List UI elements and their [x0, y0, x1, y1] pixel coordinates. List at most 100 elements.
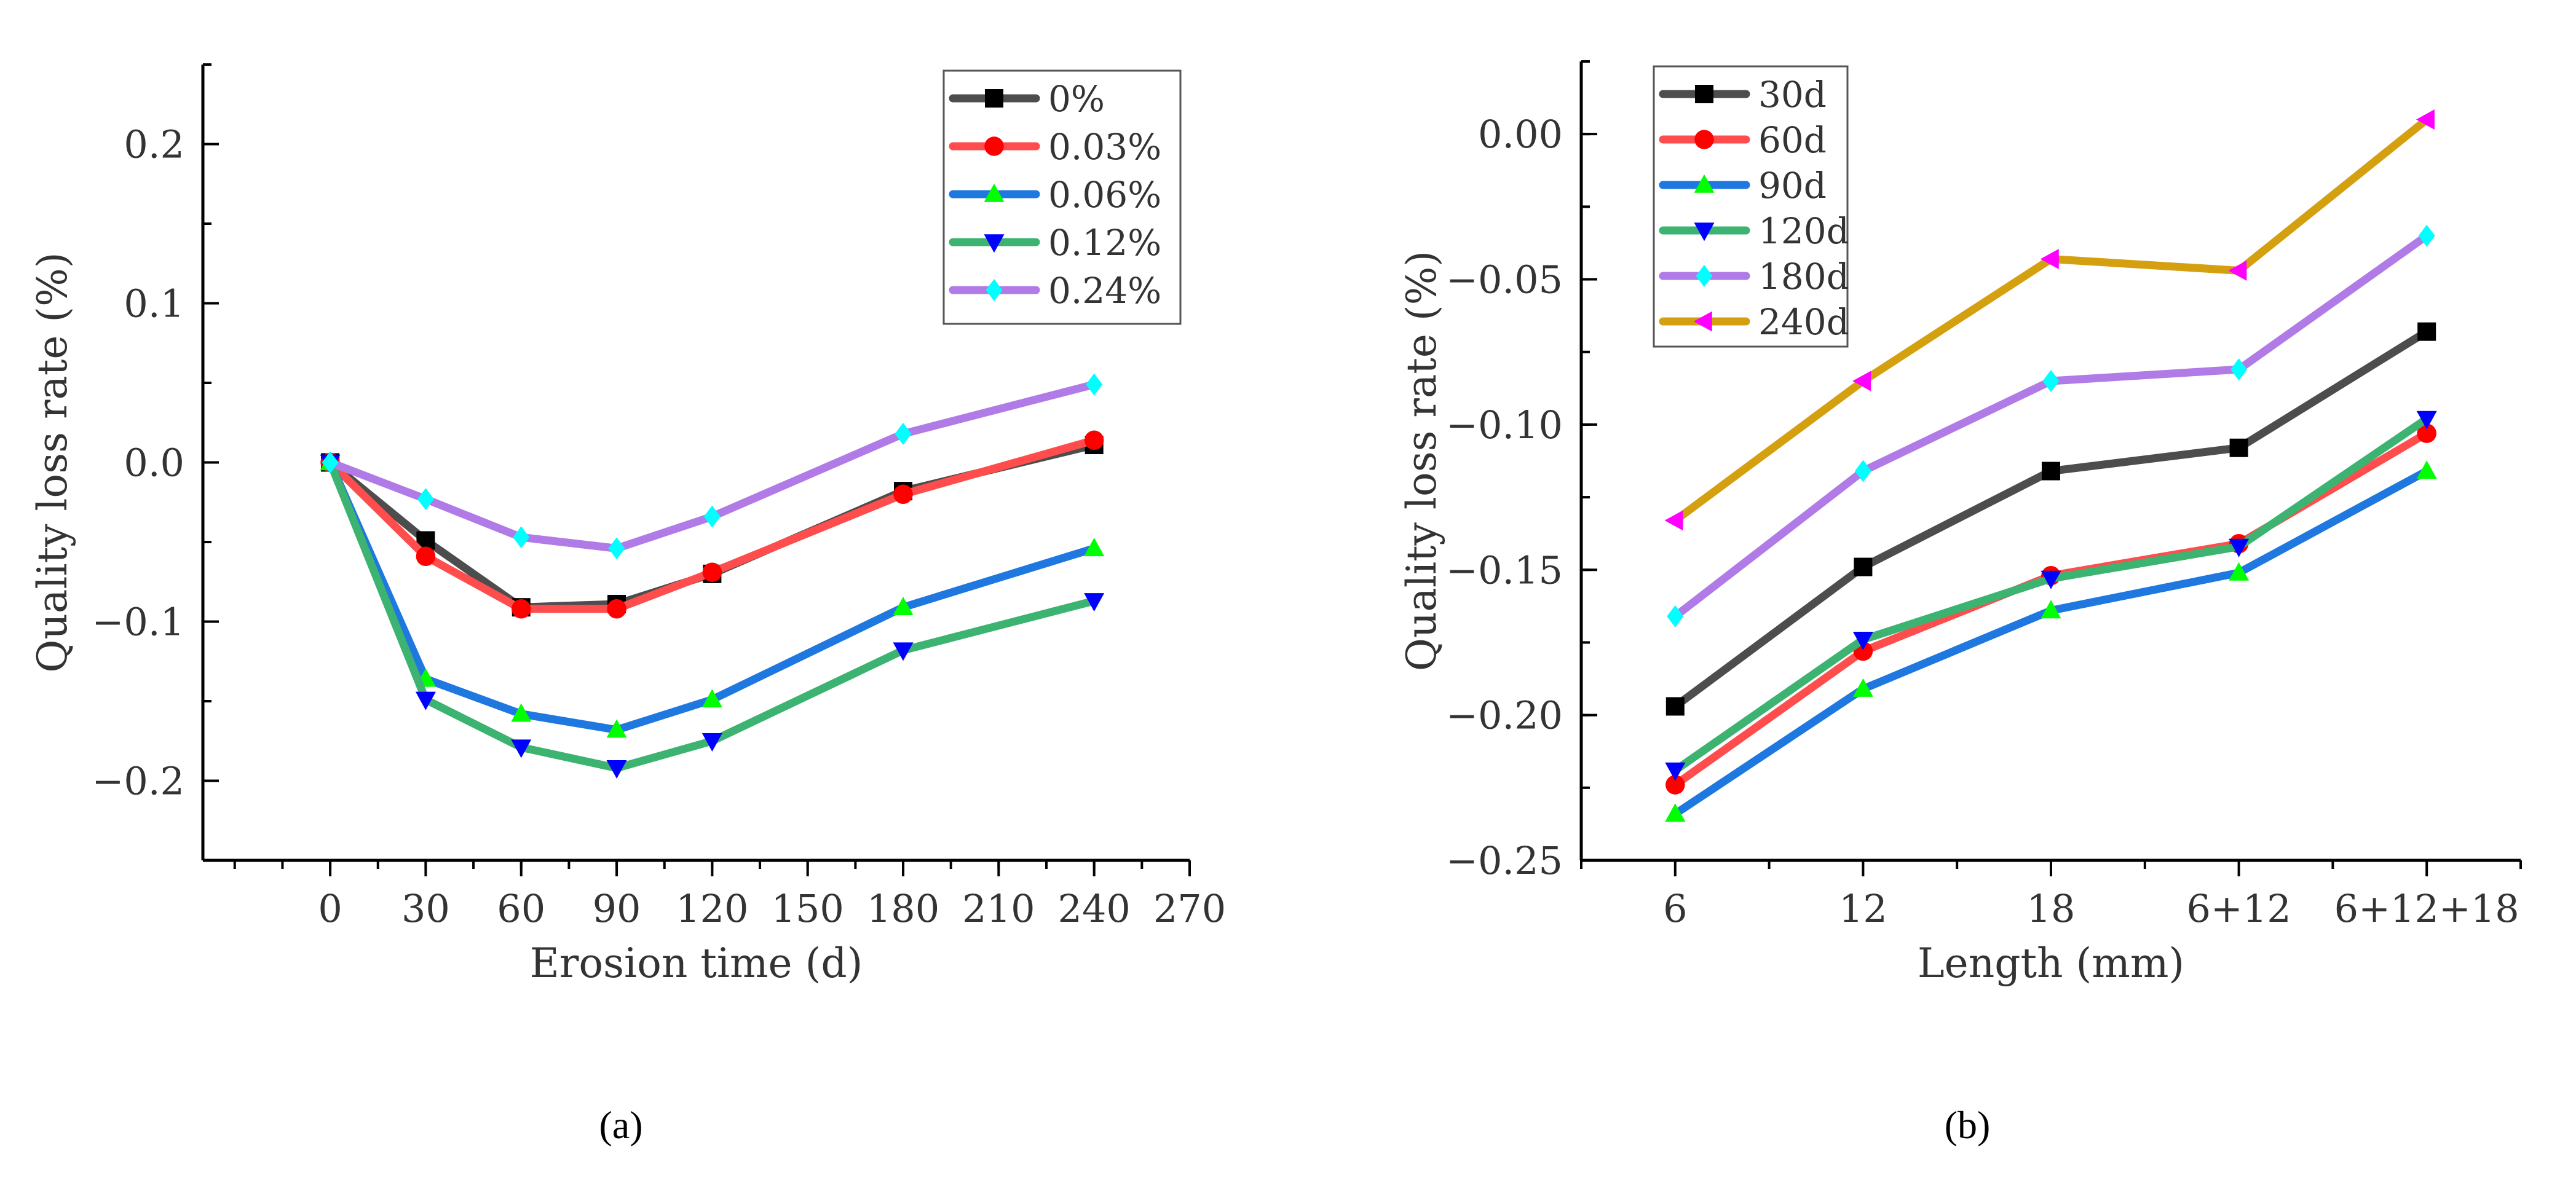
chart-a-legend-label-4: 0.24% — [1048, 270, 1161, 312]
chart-b-series-4-point-3 — [2230, 358, 2248, 381]
chart-b-legend-label-1: 60d — [1758, 119, 1827, 161]
chart-b-series-3-point-0 — [1665, 762, 1686, 781]
chart-a-series-1-point-4 — [702, 562, 722, 582]
chart-b-y-axis-title: Quality loss rate (%) — [1398, 251, 1445, 671]
chart-a-legend-marker-3 — [984, 234, 1005, 253]
chart-b-x-tick-label: 12 — [1839, 886, 1887, 931]
chart-a-legend-label-1: 0.03% — [1048, 126, 1161, 168]
chart-a-y-tick-label: 0.0 — [124, 441, 184, 485]
chart-b-x-tick-label: 6+12 — [2186, 886, 2291, 931]
chart-b-series-2-point-0 — [1665, 803, 1686, 822]
chart-a-series-1-point-2 — [511, 599, 531, 619]
chart-b-series-5-point-1 — [1852, 371, 1871, 391]
chart-b-series-2-point-4 — [2416, 460, 2437, 479]
chart-a-series-4-point-2 — [513, 526, 530, 549]
chart-b-series-0-point-1 — [1854, 557, 1873, 576]
chart-a-y-tick-label: 0.1 — [124, 281, 184, 326]
chart-b-x-axis-title: Length (mm) — [1918, 940, 2184, 987]
chart-a-series-2-point-6 — [1084, 538, 1105, 557]
chart-b-x-tick-label: 18 — [2027, 886, 2076, 931]
chart-a-y-axis-title: Quality loss rate (%) — [29, 252, 76, 672]
chart-a-legend-label-0: 0% — [1048, 78, 1105, 120]
chart-a-x-tick-label: 270 — [1153, 886, 1226, 931]
chart-b-legend-label-0: 30d — [1758, 74, 1827, 116]
chart-a-series-1-point-6 — [1084, 430, 1104, 450]
chart-b-series-3-point-4 — [2416, 411, 2437, 430]
chart-a-series-1-point-5 — [893, 484, 913, 505]
chart-b-series-0-point-0 — [1665, 697, 1685, 716]
chart-b-y-tick-label: −0.10 — [1446, 403, 1563, 447]
chart-a-series-2-point-2 — [511, 703, 532, 722]
chart-b-legend-marker-1 — [1694, 130, 1714, 149]
chart-b-series-5-point-0 — [1664, 510, 1683, 531]
chart-a-legend-marker-4 — [986, 279, 1003, 301]
chart-b-legend-marker-3 — [1694, 222, 1715, 242]
chart-b-legend-marker-5 — [1693, 311, 1712, 332]
chart-b-series-2-point-1 — [1852, 678, 1873, 697]
chart-a-series-4-point-4 — [703, 505, 721, 528]
chart-b-legend-label-4: 180d — [1758, 256, 1849, 297]
chart-b-series-1-point-4 — [2417, 423, 2436, 443]
panel-label-b: (b) — [1945, 1103, 1991, 1147]
chart-a-series-4-point-3 — [608, 537, 625, 560]
chart-a-legend-label-2: 0.06% — [1048, 174, 1161, 216]
chart-a-y-tick-label: −0.2 — [92, 759, 184, 804]
chart-b-x-tick-label: 6+12+18 — [2334, 886, 2519, 931]
chart-a-y-tick-label: −0.1 — [92, 600, 184, 645]
chart-a-series-4-point-5 — [895, 422, 912, 445]
chart-b-series-4-point-1 — [1854, 460, 1871, 482]
chart-a-x-tick-label: 60 — [497, 886, 545, 931]
chart-a-x-tick-label: 120 — [676, 886, 748, 931]
chart-a-y-tick-label: 0.2 — [124, 122, 184, 167]
chart-b-series-0-point-4 — [2417, 322, 2436, 341]
chart-a-x-tick-label: 240 — [1058, 886, 1131, 931]
chart-a-series-3-point-3 — [606, 760, 627, 779]
chart-b-series-5-point-2 — [2040, 248, 2059, 269]
chart-b-series-1-point-0 — [1665, 775, 1685, 795]
chart-a-series-3-point-4 — [701, 733, 722, 752]
chart-b-y-tick-label: −0.25 — [1446, 838, 1563, 883]
chart-a-series-4-point-6 — [1086, 373, 1103, 396]
chart-b-y-tick-label: −0.05 — [1446, 257, 1563, 302]
chart-a-series-2-point-4 — [701, 689, 722, 708]
chart-a-series-2-point-5 — [893, 596, 914, 615]
chart-a-legend-marker-2 — [984, 183, 1005, 202]
chart-b-series-4-point-0 — [1667, 605, 1684, 627]
chart-b-legend-marker-4 — [1696, 265, 1713, 287]
chart-a-x-tick-label: 0 — [318, 886, 342, 931]
chart-b-y-tick-label: −0.15 — [1446, 548, 1563, 592]
chart-a-quality-loss-vs-erosion-time: −0.2 −0.1 0.0 0.1 0.2 0 30 60 90 120 150 180 210 240 2… — [29, 63, 1226, 987]
chart-a-legend-marker-1 — [984, 136, 1004, 156]
chart-a-x-tick-label: 180 — [867, 886, 939, 931]
chart-a-series-3-point-5 — [893, 642, 914, 661]
chart-b-legend-box — [1653, 65, 1849, 348]
chart-b-series-4-point-2 — [2042, 370, 2060, 392]
chart-b-series-3-point-1 — [1852, 631, 1873, 650]
chart-b-y-tick-label: −0.20 — [1446, 693, 1563, 738]
panel-label-a: (a) — [599, 1103, 642, 1147]
chart-b-series-2-point-2 — [2041, 600, 2061, 619]
chart-a-series-4-point-0 — [322, 451, 339, 474]
chart-b-y-tick-label: 0.00 — [1478, 112, 1563, 157]
chart-a-series-3-point-2 — [511, 739, 532, 758]
chart-b-series-2-point-3 — [2229, 562, 2250, 581]
chart-a-x-axis-title: Erosion time (d) — [530, 940, 863, 987]
chart-b-series-4-point-4 — [2418, 224, 2435, 247]
chart-b-series-0-point-3 — [2229, 438, 2248, 457]
chart-b-series-0-point-2 — [2042, 462, 2060, 481]
chart-b-quality-loss-vs-length: −0.25 −0.20 −0.15 −0.10 −0.05 0.00 6 12 18 6+12 6+… — [1398, 60, 2522, 987]
chart-a-series-1-point-1 — [416, 546, 436, 567]
chart-a-series-2-point-3 — [606, 719, 627, 738]
chart-a-legend-label-3: 0.12% — [1048, 222, 1161, 264]
chart-b-series-3-point-2 — [2041, 570, 2061, 589]
chart-b-x-tick-label: 6 — [1663, 886, 1687, 931]
chart-a-x-tick-label: 150 — [772, 886, 844, 931]
chart-b-legend-label-5: 240d — [1758, 301, 1849, 343]
chart-b-series-3-point-3 — [2229, 538, 2250, 557]
chart-b-series-5-point-4 — [2416, 109, 2435, 130]
chart-b-legend-marker-0 — [1695, 85, 1713, 103]
chart-b-legend-marker-2 — [1694, 174, 1715, 193]
chart-a-x-tick-label: 210 — [962, 886, 1035, 931]
chart-a-series-4-point-1 — [417, 488, 434, 511]
chart-a-legend-marker-0 — [985, 89, 1003, 108]
